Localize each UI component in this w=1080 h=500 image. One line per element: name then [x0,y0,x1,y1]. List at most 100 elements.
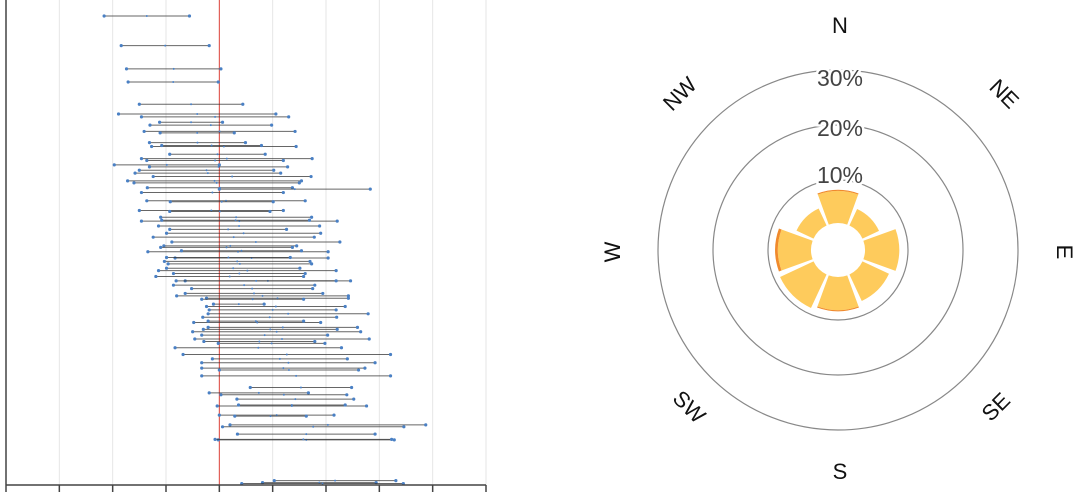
interval-start-point [248,385,252,390]
interval-start-point [217,368,221,372]
interval-start-point [159,245,163,249]
interval-start-point [200,366,204,370]
sector-ne-series-0 [849,208,880,239]
sector-e-series-0 [863,229,900,271]
interval-mid-point [234,219,237,222]
interval-start-point [137,102,141,106]
interval-mid-point [215,181,218,184]
interval-end-point [334,308,338,312]
interval-mid-point [257,391,260,394]
interval-mid-point [220,200,223,203]
interval-mid-point [229,244,232,247]
interval-end-point [390,437,394,442]
interval-mid-point [216,153,219,156]
radial-tick-label-10: 10% [817,162,863,188]
interval-mid-point [295,374,298,377]
interval-start-point [133,171,137,175]
interval-start-point [235,397,239,401]
interval-end-point [299,249,304,253]
interval-end-point [338,240,342,244]
interval-mid-point [238,272,241,275]
interval-mid-point [269,328,272,331]
interval-start-point [179,249,184,253]
interval-mid-point [210,144,213,147]
interval-mid-point [228,275,231,278]
interval-end-point [207,43,211,48]
sector-w-series-0 [777,229,813,271]
interval-end-point [279,171,283,175]
interval-mid-point [258,340,261,343]
direction-label-e: E [1052,245,1077,260]
interval-end-point [268,209,272,214]
interval-mid-point [293,188,296,191]
interval-end-point [326,256,330,260]
interval-end-point [359,330,363,334]
interval-start-point [175,294,179,298]
interval-end-point [298,266,302,270]
interval-mid-point [271,308,274,311]
interval-end-point [313,283,317,287]
interval-end-point [394,479,398,483]
interval-end-point [309,174,313,179]
interval-mid-point [214,159,217,162]
interval-mid-point [238,225,241,228]
interval-end-point [373,432,377,436]
interval-end-point [243,140,248,145]
interval-mid-point [326,423,329,426]
interval-start-point [206,319,210,323]
range-chart [5,0,487,492]
radial-tick-label-30: 30% [817,65,863,91]
interval-start-point [216,341,220,345]
interval-end-point [319,231,323,235]
interval-end-point [294,144,298,149]
interval-start-point [132,181,136,185]
interval-start-point [168,200,172,204]
interval-start-point [181,352,185,357]
interval-end-point [302,297,306,301]
interval-end-point [312,235,316,239]
interval-start-point [139,156,144,161]
interval-start-point [139,190,144,195]
interval-end-point [310,262,314,266]
sector-nw-series-0 [796,208,827,239]
interval-end-point [364,404,369,408]
interval-end-point [311,286,315,291]
interval-mid-point [164,44,167,47]
interval-mid-point [256,321,259,324]
interval-start-point [200,361,204,365]
interval-start-point [191,330,195,334]
interval-end-point [297,181,301,185]
interval-start-point [235,432,240,436]
interval-start-point [116,112,121,116]
interval-end-point [304,414,308,418]
interval-start-point [145,199,149,203]
interval-mid-point [334,479,337,482]
interval-end-point [216,80,220,84]
interval-end-point [366,312,370,316]
interval-end-point [271,200,275,204]
interval-mid-point [312,425,315,428]
interval-start-point [174,279,178,283]
interval-start-point [228,423,232,427]
interval-end-point [306,391,310,395]
direction-label-nw: NW [658,72,702,116]
interval-start-point [204,304,209,309]
interval-end-point [307,218,312,222]
interval-start-point [158,120,162,124]
interval-mid-point [287,361,290,364]
interval-end-point [346,296,350,300]
interval-end-point [263,152,267,156]
interval-mid-point [302,438,305,441]
interval-end-point [293,129,297,134]
interval-mid-point [218,210,221,213]
interval-mid-point [238,262,241,265]
direction-label-n: N [832,13,848,38]
interval-start-point [164,266,169,270]
interval-start-point [147,165,152,169]
interval-end-point [367,337,371,341]
interval-start-point [162,259,166,264]
interval-end-point [232,131,236,135]
interval-start-point [145,186,149,190]
interval-mid-point [294,398,297,401]
sector-n-series-0 [817,191,859,225]
